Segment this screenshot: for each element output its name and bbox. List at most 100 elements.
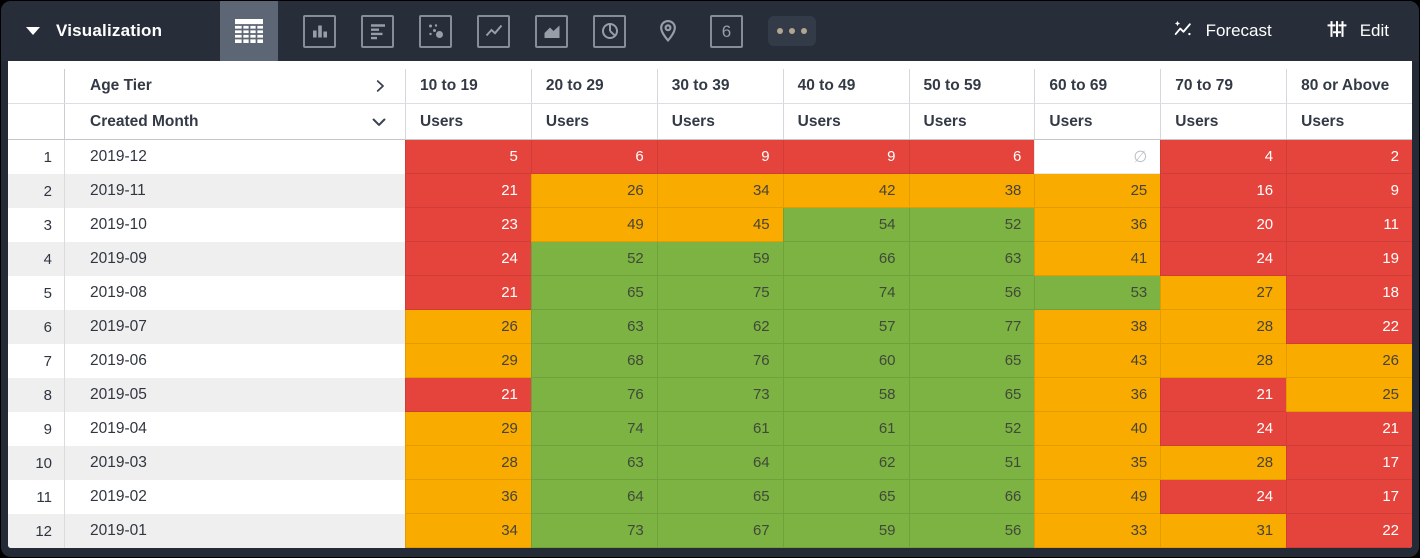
data-cell[interactable]: 22 (1286, 310, 1412, 344)
data-cell[interactable]: 9 (656, 140, 783, 174)
data-cell[interactable]: 34 (405, 514, 531, 548)
data-cell[interactable]: 74 (530, 412, 657, 446)
data-cell[interactable]: 60 (782, 344, 909, 378)
data-cell[interactable]: 23 (405, 208, 531, 242)
data-cell[interactable]: 73 (656, 378, 783, 412)
month-cell[interactable]: 2019-07 (90, 318, 147, 335)
data-cell[interactable]: 18 (1286, 276, 1412, 310)
data-cell[interactable]: 65 (782, 480, 909, 514)
data-cell[interactable]: 76 (656, 344, 783, 378)
data-cell[interactable]: 25 (1286, 378, 1412, 412)
month-cell[interactable]: 2019-11 (90, 182, 146, 199)
data-cell[interactable]: 63 (908, 242, 1035, 276)
data-cell[interactable]: 31 (1160, 514, 1287, 548)
measure-column-header[interactable]: Users (908, 104, 1035, 139)
data-cell[interactable]: 40 (1034, 412, 1161, 446)
data-cell[interactable]: 36 (1034, 378, 1161, 412)
data-cell[interactable]: 65 (908, 344, 1035, 378)
pivot-field-header[interactable]: Age Tier (65, 69, 405, 103)
age-tier-column-header[interactable]: 10 to 19 (405, 69, 531, 103)
month-cell[interactable]: 2019-09 (90, 250, 147, 267)
measure-column-header[interactable]: Users (782, 104, 909, 139)
data-cell[interactable]: 59 (782, 514, 909, 548)
data-cell[interactable]: 36 (1034, 208, 1161, 242)
age-tier-column-header[interactable]: 30 to 39 (656, 69, 783, 103)
data-cell[interactable]: 77 (908, 310, 1035, 344)
measure-column-header[interactable]: Users (405, 104, 531, 139)
data-cell[interactable]: 6 (530, 140, 657, 174)
month-cell[interactable]: 2019-03 (90, 454, 147, 471)
month-cell[interactable]: 2019-12 (90, 148, 147, 165)
viz-type-map-icon[interactable] (651, 14, 685, 48)
edit-button[interactable]: Edit (1326, 18, 1389, 45)
data-cell[interactable]: 53 (1034, 276, 1161, 310)
forecast-button[interactable]: Forecast (1172, 18, 1272, 45)
age-tier-column-header[interactable]: 80 or Above (1286, 69, 1412, 103)
data-cell[interactable]: 19 (1286, 242, 1412, 276)
data-cell[interactable]: 64 (530, 480, 657, 514)
data-cell[interactable]: 63 (530, 446, 657, 480)
more-options-icon[interactable] (768, 16, 816, 46)
data-cell[interactable]: 73 (530, 514, 657, 548)
data-cell[interactable]: 57 (782, 310, 909, 344)
data-cell[interactable]: 64 (656, 446, 783, 480)
data-cell[interactable]: 45 (656, 208, 783, 242)
data-cell[interactable]: 35 (1034, 446, 1161, 480)
month-cell[interactable]: 2019-04 (90, 420, 147, 437)
data-cell[interactable]: 21 (1160, 378, 1287, 412)
data-cell[interactable]: 52 (908, 412, 1035, 446)
data-cell[interactable]: 2 (1286, 140, 1412, 174)
viz-type-table-chart-active[interactable] (220, 1, 278, 61)
data-cell[interactable]: 66 (908, 480, 1035, 514)
viz-type-area-chart-icon[interactable] (535, 14, 568, 48)
age-tier-column-header[interactable]: 40 to 49 (782, 69, 909, 103)
data-cell[interactable]: 76 (530, 378, 657, 412)
data-cell[interactable]: 56 (908, 276, 1035, 310)
row-field-header[interactable]: Created Month (65, 104, 405, 139)
data-cell[interactable]: 38 (1034, 310, 1161, 344)
age-tier-column-header[interactable]: 60 to 69 (1034, 69, 1160, 103)
month-cell[interactable]: 2019-01 (90, 522, 147, 539)
data-cell[interactable]: 24 (1160, 480, 1287, 514)
data-cell[interactable]: 43 (1034, 344, 1161, 378)
data-cell[interactable]: 41 (1034, 242, 1161, 276)
data-cell[interactable]: 63 (530, 310, 657, 344)
data-cell[interactable]: 22 (1286, 514, 1412, 548)
data-cell[interactable]: 75 (656, 276, 783, 310)
data-cell[interactable]: 29 (405, 344, 531, 378)
data-cell[interactable]: 52 (530, 242, 657, 276)
data-cell[interactable]: 27 (1160, 276, 1287, 310)
data-cell[interactable]: 62 (656, 310, 783, 344)
data-cell[interactable]: 28 (1160, 446, 1287, 480)
viz-type-bar-chart-icon[interactable] (361, 14, 394, 48)
data-cell[interactable]: 67 (656, 514, 783, 548)
data-cell[interactable]: 65 (530, 276, 657, 310)
measure-column-header[interactable]: Users (1286, 104, 1412, 139)
data-cell[interactable]: 68 (530, 344, 657, 378)
data-cell[interactable]: 24 (1160, 412, 1287, 446)
data-cell[interactable]: 6 (908, 140, 1035, 174)
data-cell[interactable]: 36 (405, 480, 531, 514)
measure-column-header[interactable]: Users (656, 104, 783, 139)
data-cell[interactable]: 34 (656, 174, 783, 208)
data-cell[interactable]: 52 (908, 208, 1035, 242)
month-cell[interactable]: 2019-10 (90, 216, 147, 233)
chevron-down-icon[interactable] (369, 112, 389, 132)
data-cell[interactable]: 42 (782, 174, 909, 208)
data-cell[interactable]: 51 (908, 446, 1035, 480)
data-cell[interactable]: 21 (405, 276, 531, 310)
month-cell[interactable]: 2019-05 (90, 386, 147, 403)
viz-type-scatter-plot-icon[interactable] (419, 14, 452, 48)
month-cell[interactable]: 2019-08 (90, 284, 147, 301)
viz-type-line-chart-icon[interactable] (477, 14, 510, 48)
viz-type-pie-chart-icon[interactable] (593, 14, 626, 48)
data-cell[interactable]: 4 (1160, 140, 1287, 174)
data-cell[interactable]: 21 (405, 174, 531, 208)
age-tier-column-header[interactable]: 50 to 59 (908, 69, 1035, 103)
viz-type-column-chart-icon[interactable] (303, 14, 336, 48)
data-cell-null[interactable]: ∅ (1034, 140, 1161, 174)
data-cell[interactable]: 58 (782, 378, 909, 412)
data-cell[interactable]: 21 (405, 378, 531, 412)
data-cell[interactable]: 29 (405, 412, 531, 446)
data-cell[interactable]: 61 (782, 412, 909, 446)
